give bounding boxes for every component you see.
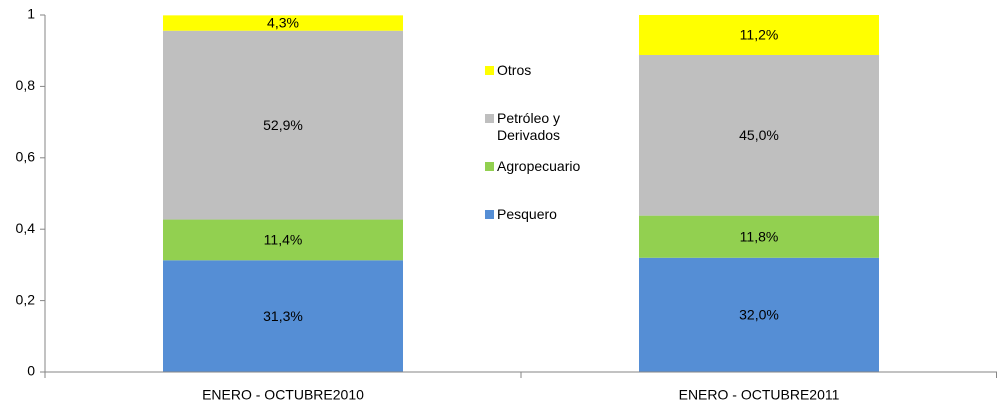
bar-segment: [639, 15, 879, 55]
y-tick-label: 0,4: [16, 220, 36, 236]
legend-swatch: [485, 114, 494, 123]
data-label: 11,2%: [740, 27, 779, 43]
legend-label: Agropecuario: [497, 158, 581, 174]
data-label: 45,0%: [739, 127, 779, 143]
y-tick-label: 0,8: [16, 77, 36, 93]
bar-segment: [639, 215, 879, 258]
legend-item: Agropecuario: [485, 158, 581, 175]
data-label: 52,9%: [263, 117, 303, 133]
legend-label: Otros: [497, 62, 532, 78]
data-label: 11,8%: [740, 228, 779, 244]
data-label: 11,4%: [264, 232, 303, 248]
x-tick-label: ENERO - OCTUBRE2011: [679, 387, 840, 403]
y-tick-label: 1: [27, 6, 35, 22]
legend-label: Petróleo y Derivados: [497, 110, 561, 143]
legend-label: Pesquero: [497, 206, 557, 222]
x-tick-label: ENERO - OCTUBRE2010: [202, 387, 364, 403]
bar-segment: [163, 30, 403, 220]
data-label: 32,0%: [739, 307, 779, 323]
legend-swatch: [485, 162, 494, 171]
legend-item: Otros: [485, 62, 577, 79]
y-tick-label: 0,6: [16, 149, 36, 165]
y-tick-label: 0: [27, 363, 35, 379]
legend-swatch: [485, 66, 494, 75]
legend-item: Pesquero: [485, 206, 577, 223]
bar-segment: [163, 260, 403, 372]
legend-item: Petróleo y Derivados: [485, 110, 577, 144]
bar-segment: [163, 219, 403, 261]
bar-segment: [639, 54, 879, 216]
bar-segment: [639, 257, 879, 372]
data-label: 4,3%: [267, 15, 299, 31]
bar-segment: [163, 15, 403, 31]
legend-swatch: [485, 210, 494, 219]
data-label: 31,3%: [263, 308, 303, 324]
y-tick-label: 0,2: [16, 291, 36, 307]
